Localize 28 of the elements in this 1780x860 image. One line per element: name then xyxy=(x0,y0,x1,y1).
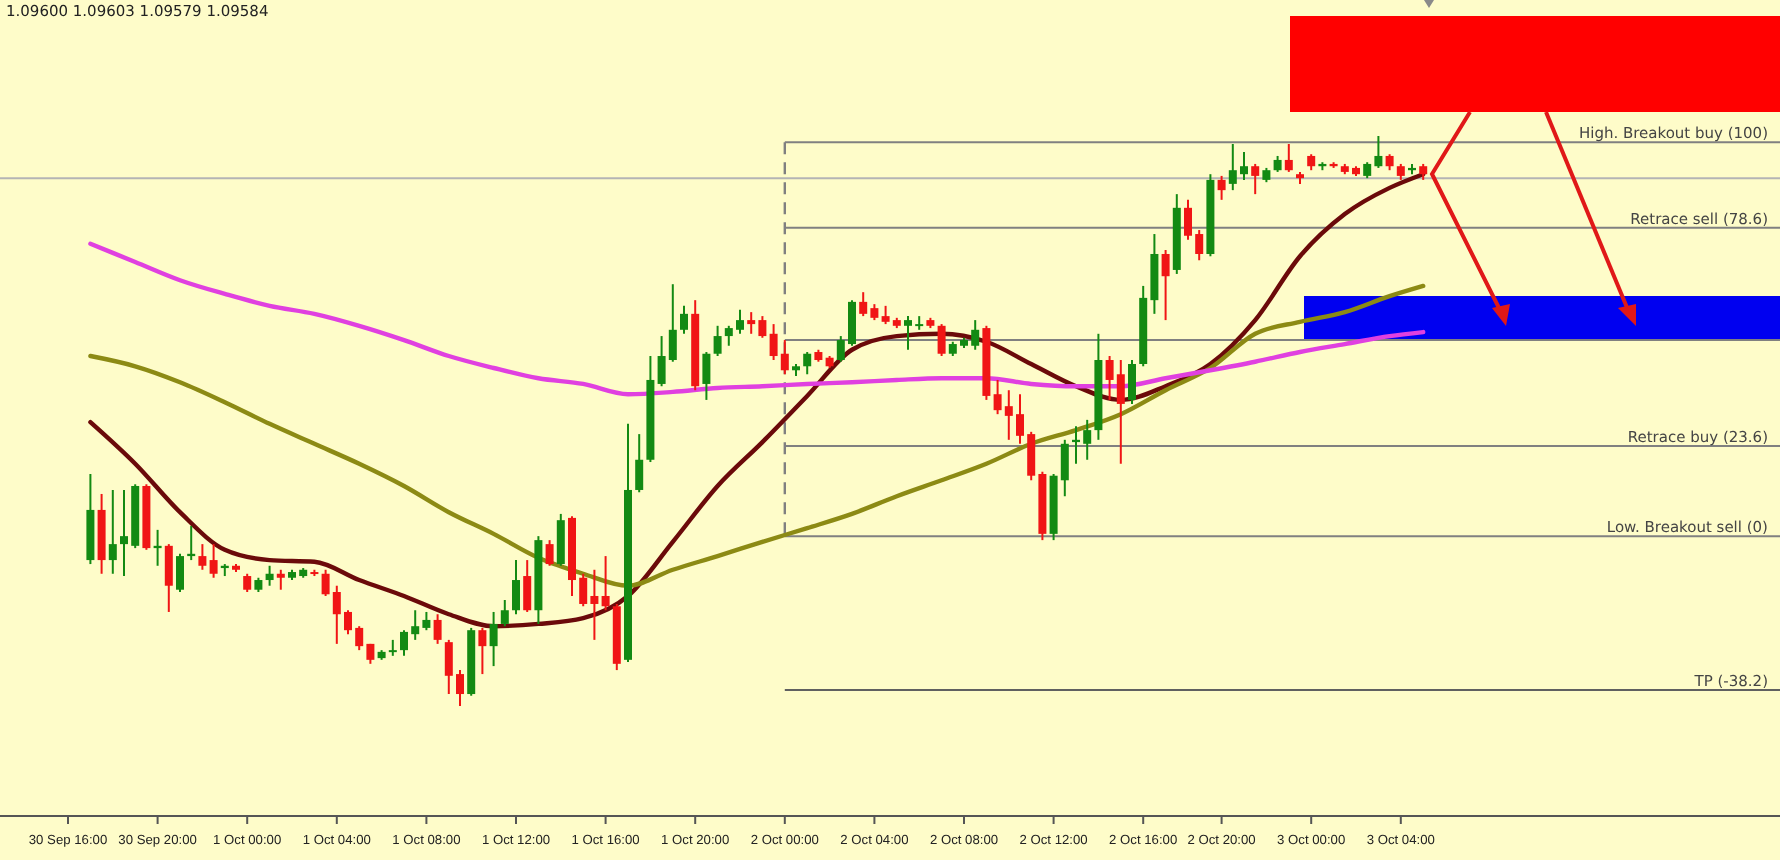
candlestick xyxy=(601,555,610,612)
candlestick xyxy=(803,351,812,376)
candlestick xyxy=(176,552,184,593)
candlestick xyxy=(265,564,274,587)
candlestick xyxy=(556,512,565,567)
candlestick xyxy=(489,610,498,668)
candlestick xyxy=(713,324,722,358)
candlestick xyxy=(500,598,509,628)
candlestick xyxy=(1161,249,1170,322)
candlestick xyxy=(1128,359,1136,405)
candlestick xyxy=(478,626,487,676)
candlestick xyxy=(433,613,442,645)
candlestick xyxy=(523,559,532,613)
candlestick xyxy=(702,351,711,401)
candlestick xyxy=(108,488,117,575)
candlestick xyxy=(680,304,688,335)
candlestick xyxy=(635,433,644,494)
candlestick xyxy=(276,568,285,591)
candlestick xyxy=(243,572,252,593)
candlestick xyxy=(545,539,554,567)
candlestick xyxy=(1251,162,1260,196)
candlestick xyxy=(937,323,946,358)
candlestick xyxy=(164,543,173,613)
candlestick xyxy=(1284,142,1293,173)
candlestick xyxy=(1217,174,1226,201)
candlestick xyxy=(512,559,520,616)
candlestick xyxy=(198,543,207,571)
candlestick xyxy=(209,543,218,579)
